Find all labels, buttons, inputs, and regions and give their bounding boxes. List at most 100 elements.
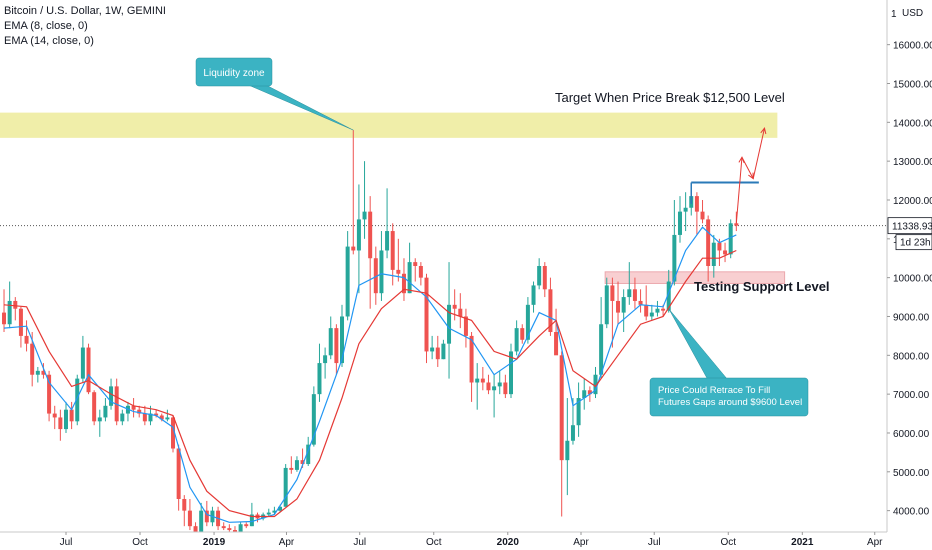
candle bbox=[559, 351, 564, 517]
candle bbox=[13, 297, 18, 321]
projection-arrow-segment bbox=[752, 128, 765, 179]
candle-body bbox=[632, 289, 637, 301]
x-tick-label: Apr bbox=[867, 537, 883, 548]
candle-body bbox=[666, 281, 671, 311]
x-axis-panel bbox=[0, 532, 932, 550]
y-tick-label: 16000.00 bbox=[893, 41, 932, 52]
countdown-label: 1d 23h bbox=[900, 238, 931, 249]
candle bbox=[469, 332, 474, 402]
candle bbox=[430, 335, 435, 360]
candle-body bbox=[390, 231, 395, 270]
candle-body bbox=[154, 413, 159, 416]
candle bbox=[244, 522, 249, 529]
candle-body bbox=[413, 262, 418, 266]
candle bbox=[125, 401, 130, 422]
ema-fast-label: EMA (8, close, 0) bbox=[4, 20, 88, 32]
candle bbox=[554, 308, 559, 356]
candle-body bbox=[711, 242, 716, 266]
candle-body bbox=[723, 250, 728, 255]
candle bbox=[447, 262, 452, 379]
candle-body bbox=[356, 219, 361, 251]
candle-body bbox=[340, 316, 345, 364]
candle bbox=[407, 242, 412, 294]
candle bbox=[700, 199, 705, 224]
candle-body bbox=[565, 440, 570, 461]
candle bbox=[390, 223, 395, 286]
candle bbox=[593, 366, 598, 399]
candle-body bbox=[249, 514, 254, 527]
y-tick-label: 10000.00 bbox=[893, 274, 932, 285]
candle-body bbox=[317, 363, 322, 395]
y-top-label: 1 bbox=[891, 9, 897, 20]
candle-body bbox=[92, 392, 97, 422]
candle bbox=[334, 324, 339, 375]
candle bbox=[80, 335, 85, 383]
candle-body bbox=[58, 417, 63, 430]
candle bbox=[644, 285, 649, 321]
x-tick-label: Oct bbox=[720, 537, 736, 548]
x-tick-label: Apr bbox=[279, 537, 295, 548]
retrace-callout-box bbox=[649, 377, 809, 417]
y-tick-label: 15000.00 bbox=[893, 79, 932, 90]
candle-body bbox=[244, 524, 249, 527]
candle-body bbox=[396, 269, 401, 274]
candle bbox=[424, 273, 429, 364]
candle-body bbox=[142, 413, 147, 422]
candle-body bbox=[694, 196, 699, 212]
candle-body bbox=[548, 289, 553, 333]
current-price-badge bbox=[887, 217, 932, 235]
candle-body bbox=[734, 223, 739, 226]
candle bbox=[728, 219, 733, 259]
candle bbox=[345, 231, 350, 321]
x-tick-label: Apr bbox=[573, 537, 589, 548]
candle bbox=[221, 522, 226, 531]
y-tick-label: 5000.00 bbox=[893, 468, 930, 479]
candle-body bbox=[362, 211, 367, 220]
candle-body bbox=[728, 223, 733, 255]
candle bbox=[69, 401, 74, 430]
candle bbox=[328, 316, 333, 360]
candle bbox=[351, 130, 356, 255]
candle-body bbox=[351, 246, 356, 251]
candle-body bbox=[531, 285, 536, 305]
retrace-callout-text: Price Could Retrace To Fill Futures Gaps … bbox=[658, 385, 802, 408]
candle bbox=[2, 289, 7, 333]
candle bbox=[655, 300, 660, 317]
candle-body bbox=[587, 390, 592, 395]
candle-body bbox=[368, 211, 373, 259]
candle bbox=[323, 347, 328, 379]
y-tick-label: 14000.00 bbox=[893, 118, 932, 129]
candle bbox=[171, 415, 176, 453]
candle-body bbox=[672, 234, 677, 282]
candle-body bbox=[80, 347, 85, 379]
x-tick-label: Oct bbox=[132, 537, 148, 548]
candle-body bbox=[469, 335, 474, 383]
candle-body bbox=[2, 312, 7, 325]
candle-body bbox=[576, 398, 581, 426]
candle bbox=[120, 409, 125, 426]
candle bbox=[137, 405, 142, 418]
candle-body bbox=[475, 378, 480, 383]
candle-body bbox=[452, 304, 457, 309]
candle-body bbox=[447, 304, 452, 344]
candle bbox=[520, 324, 525, 344]
candle-body bbox=[227, 528, 232, 531]
candle bbox=[599, 297, 604, 379]
candle-body bbox=[458, 308, 463, 317]
candle-body bbox=[706, 219, 711, 266]
candle-body bbox=[103, 405, 108, 418]
candle bbox=[63, 401, 68, 433]
candle bbox=[486, 374, 491, 395]
candle-body bbox=[441, 343, 446, 360]
y-tick-label: 13000.00 bbox=[893, 157, 932, 168]
candle-body bbox=[503, 382, 508, 395]
support-text: Testing Support Level bbox=[694, 279, 830, 294]
candle-body bbox=[109, 386, 114, 406]
candle bbox=[114, 378, 119, 426]
candle-body bbox=[266, 512, 271, 515]
candle bbox=[142, 405, 147, 426]
candle bbox=[537, 258, 542, 290]
candle bbox=[616, 281, 621, 325]
candle bbox=[531, 281, 536, 313]
